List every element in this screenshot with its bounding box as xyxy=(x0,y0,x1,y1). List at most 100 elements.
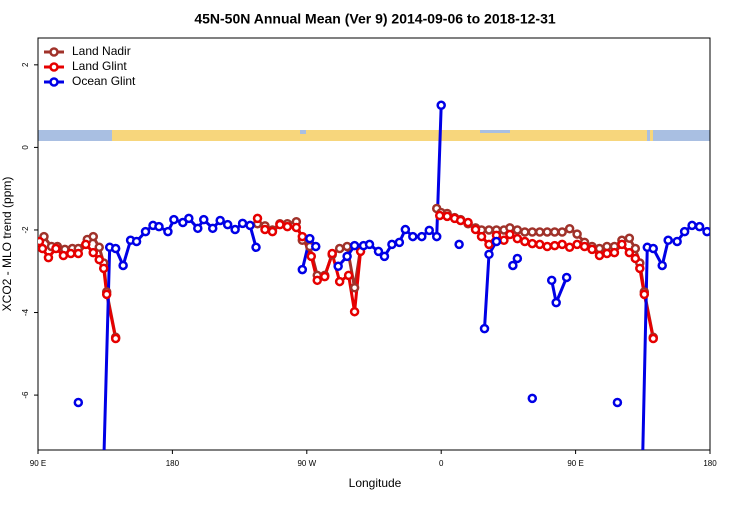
point xyxy=(394,237,405,248)
point xyxy=(572,239,582,250)
y-tick-label: -6 xyxy=(21,391,30,399)
point xyxy=(694,221,705,232)
point xyxy=(297,264,308,275)
point xyxy=(215,215,225,226)
point xyxy=(305,233,315,244)
point xyxy=(193,223,203,234)
point xyxy=(237,218,248,229)
point xyxy=(94,254,104,265)
point xyxy=(169,214,179,225)
point xyxy=(349,240,360,251)
point xyxy=(43,252,54,263)
point xyxy=(312,275,323,286)
point xyxy=(282,221,293,232)
point xyxy=(635,263,645,274)
point xyxy=(663,235,673,246)
point xyxy=(334,243,345,254)
series-line xyxy=(102,105,708,450)
point xyxy=(349,283,360,293)
point xyxy=(51,243,61,254)
point xyxy=(379,251,390,262)
point xyxy=(267,226,278,237)
point xyxy=(505,229,515,240)
point xyxy=(184,213,194,224)
point xyxy=(587,244,597,255)
point xyxy=(373,246,384,257)
point xyxy=(564,242,575,253)
point xyxy=(624,233,635,243)
point xyxy=(508,260,518,271)
point xyxy=(470,224,481,235)
point xyxy=(527,393,538,404)
point xyxy=(512,225,523,235)
point xyxy=(140,226,151,237)
point xyxy=(94,242,104,253)
point xyxy=(442,211,452,222)
point xyxy=(436,100,446,111)
point xyxy=(542,241,552,252)
point xyxy=(564,223,575,234)
point xyxy=(454,239,464,250)
x-tick-label: 90 E xyxy=(567,459,583,468)
point xyxy=(549,227,560,237)
point xyxy=(342,251,352,262)
y-tick-label: 2 xyxy=(21,62,30,67)
point xyxy=(551,297,561,308)
point xyxy=(73,248,84,259)
point xyxy=(207,223,218,234)
point xyxy=(520,227,530,237)
point xyxy=(311,241,321,252)
point xyxy=(364,239,375,250)
point xyxy=(342,241,352,252)
point xyxy=(520,236,530,247)
point xyxy=(579,241,590,252)
legend-marker xyxy=(49,47,59,57)
point xyxy=(557,227,567,237)
x-tick-label: 90 W xyxy=(297,459,316,468)
point xyxy=(648,243,659,254)
legend-label: Land Nadir xyxy=(72,44,131,58)
point xyxy=(542,227,552,237)
point xyxy=(38,243,48,254)
y-tick-label: 0 xyxy=(21,145,30,150)
x-tick-label: 180 xyxy=(166,459,180,468)
point xyxy=(572,229,582,239)
axes: 90 E 180 90 W 0 90 E 180 2 0 -2 -4 -6 xyxy=(21,62,717,468)
point xyxy=(624,247,635,258)
x-tick-label: 180 xyxy=(703,459,717,468)
point xyxy=(88,231,99,242)
point xyxy=(110,243,121,254)
point xyxy=(400,224,411,235)
point xyxy=(306,251,317,262)
point xyxy=(81,239,91,250)
point xyxy=(230,224,240,235)
map-strip xyxy=(38,130,710,141)
point xyxy=(178,217,188,228)
point xyxy=(333,261,343,272)
x-tick-label: 90 E xyxy=(30,459,46,468)
point xyxy=(424,225,435,236)
point xyxy=(66,248,76,259)
point xyxy=(484,225,494,235)
point xyxy=(630,253,641,264)
point xyxy=(245,220,255,231)
point xyxy=(630,243,641,254)
legend-marker xyxy=(49,77,59,87)
point xyxy=(657,260,667,271)
point xyxy=(222,219,233,230)
y-tick-label: -4 xyxy=(21,308,30,316)
point xyxy=(297,231,308,242)
point xyxy=(491,236,502,247)
point xyxy=(275,219,285,230)
point xyxy=(546,275,557,286)
point xyxy=(343,270,354,281)
x-tick-label: 0 xyxy=(439,459,444,468)
point xyxy=(434,210,445,221)
point xyxy=(163,226,173,237)
x-axis-label: Longitude xyxy=(349,476,402,490)
point xyxy=(88,247,99,258)
point xyxy=(98,263,109,274)
point xyxy=(251,242,261,253)
point xyxy=(463,217,473,228)
